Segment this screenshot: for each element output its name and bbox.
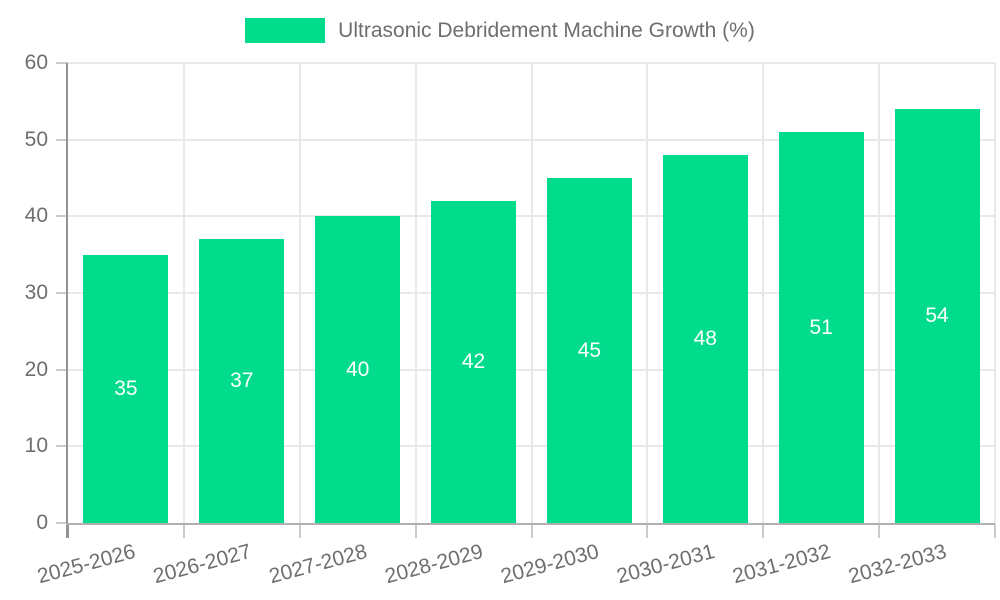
y-tick	[56, 368, 68, 371]
y-tick	[56, 292, 68, 294]
bar-value-label: 54	[925, 304, 949, 327]
bar: 37	[199, 239, 285, 523]
y-tick-label: 10	[24, 434, 48, 458]
x-tick	[182, 524, 185, 538]
bar: 42	[431, 201, 517, 523]
bar-value-label: 42	[461, 350, 486, 373]
bar-value-label: 40	[346, 357, 370, 381]
bar-value-label: 35	[114, 376, 138, 400]
bar: 51	[778, 132, 864, 523]
x-gridline	[530, 63, 533, 523]
legend-item[interactable]: Ultrasonic Debridement Machine Growth (%…	[245, 18, 755, 43]
bar-value-label: 48	[693, 327, 717, 350]
x-tick	[414, 524, 417, 538]
y-tick	[56, 215, 68, 218]
y-tick-label: 40	[24, 204, 48, 228]
bar: 45	[546, 178, 632, 523]
y-tick	[56, 62, 68, 64]
x-gridline	[182, 63, 185, 523]
bar-value-label: 51	[809, 315, 833, 339]
y-axis-line	[66, 63, 68, 538]
x-axis-line	[66, 523, 995, 525]
x-tick	[67, 524, 69, 538]
x-gridline	[414, 63, 417, 523]
bar: 54	[894, 109, 980, 523]
x-gridline	[762, 63, 765, 523]
y-tick-label: 30	[24, 281, 48, 304]
legend-swatch	[245, 18, 326, 43]
y-tick-label: 0	[36, 511, 48, 534]
bar: 35	[83, 254, 169, 523]
x-gridline	[994, 63, 996, 523]
legend-label: Ultrasonic Debridement Machine Growth (%…	[338, 19, 755, 42]
y-tick	[56, 138, 68, 141]
y-tick-label: 20	[24, 357, 48, 381]
bar-value-label: 45	[577, 338, 602, 362]
x-gridline	[646, 63, 649, 523]
x-tick	[298, 524, 301, 538]
x-tick	[994, 524, 996, 538]
x-tick	[530, 524, 533, 538]
bar: 48	[662, 155, 748, 523]
y-tick-label: 50	[24, 127, 48, 151]
x-gridline	[878, 63, 881, 523]
y-tick-label: 60	[24, 51, 48, 74]
bar-value-label: 37	[230, 369, 254, 393]
x-gridline	[298, 63, 301, 523]
y-tick	[56, 522, 68, 524]
x-tick	[878, 524, 881, 538]
bar: 40	[315, 216, 401, 523]
plot-area: 35 37 40 42 45 48 51 54	[68, 62, 996, 523]
x-tick	[646, 524, 649, 538]
y-tick	[56, 445, 68, 448]
x-tick	[762, 524, 765, 538]
legend: Ultrasonic Debridement Machine Growth (%…	[0, 18, 1000, 43]
